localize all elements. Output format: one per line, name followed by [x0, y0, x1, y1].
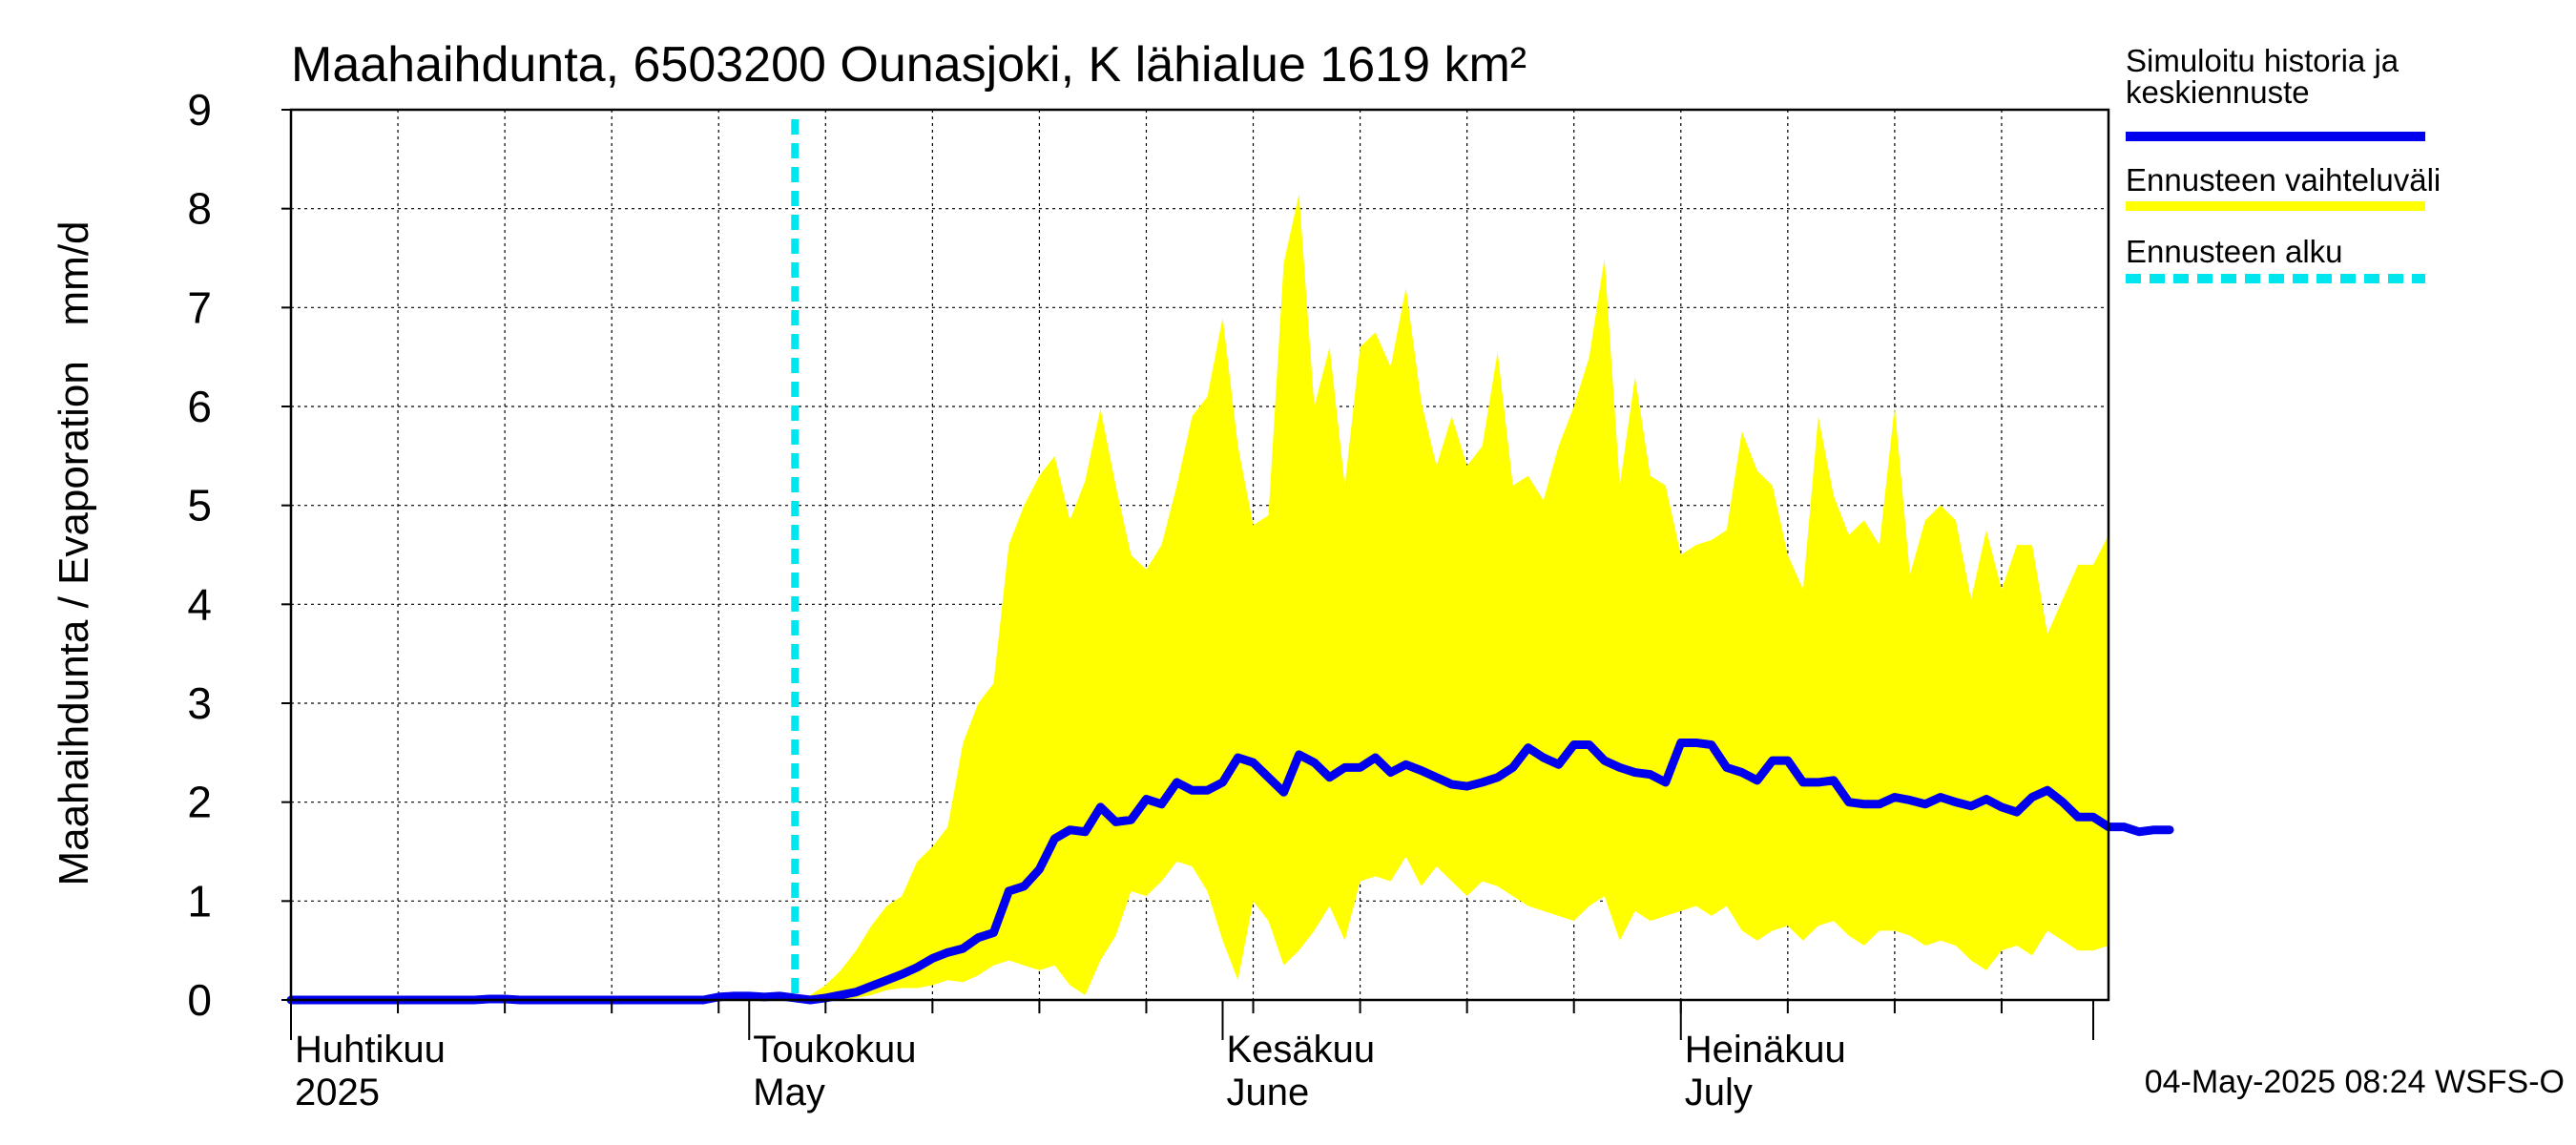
x-month-label: Toukokuu — [753, 1029, 916, 1071]
y-tick-label: 7 — [187, 282, 212, 332]
forecast-range-band — [795, 194, 2109, 1000]
x-month-label: Huhtikuu — [295, 1029, 446, 1071]
y-tick-label: 5 — [187, 481, 212, 531]
x-month-label: Heinäkuu — [1685, 1029, 1846, 1071]
x-month-label: Kesäkuu — [1227, 1029, 1376, 1071]
y-tick-label: 8 — [187, 184, 212, 234]
x-month-sublabel: 2025 — [295, 1072, 380, 1114]
x-month-sublabel: July — [1685, 1072, 1753, 1114]
y-tick-label: 9 — [187, 85, 212, 135]
forecast-range-band-layer — [795, 194, 2109, 1000]
timestamp-footer: 04-May-2025 08:24 WSFS-O — [2145, 1064, 2565, 1100]
legend-label-line2: keskiennuste — [2126, 74, 2310, 110]
y-tick-label: 1 — [187, 876, 212, 926]
y-tick-label: 0 — [187, 975, 212, 1025]
y-tick-label: 2 — [187, 778, 212, 827]
legend-label: Simuloitu historia ja — [2126, 43, 2399, 78]
legend-label: Ennusteen vaihteluväli — [2126, 162, 2441, 198]
y-tick-label: 6 — [187, 382, 212, 431]
chart-title: Maahaihdunta, 6503200 Ounasjoki, K lähia… — [291, 37, 1527, 93]
x-month-sublabel: May — [753, 1072, 825, 1114]
y-axis-label: Maahaihdunta / Evaporation mm/d — [51, 220, 97, 885]
y-axis: 0 1 2 3 4 5 6 7 8 9 — [187, 85, 291, 1025]
plot-border — [289, 108, 2110, 1002]
y-tick-label: 4 — [187, 579, 212, 629]
legend-label: Ennusteen alku — [2126, 234, 2343, 269]
plot-frame — [289, 108, 2110, 1002]
x-month-sublabel: June — [1227, 1072, 1310, 1114]
y-tick-label: 3 — [187, 678, 212, 728]
